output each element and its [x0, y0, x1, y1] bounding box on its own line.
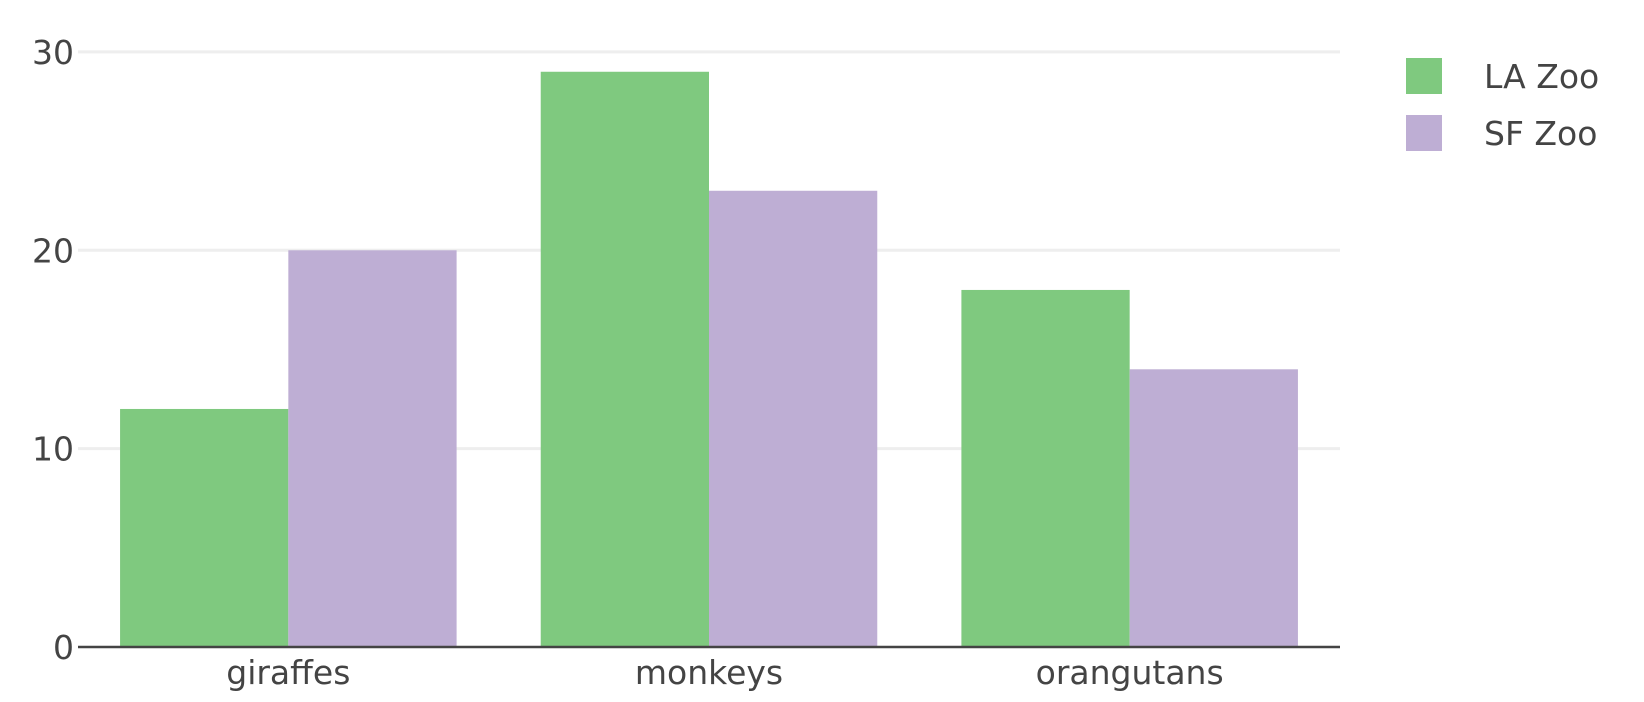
legend-swatch [1406, 58, 1442, 94]
legend: LA Zoo SF Zoo [1406, 57, 1599, 153]
bar-la-zoo-monkeys [540, 71, 709, 648]
bar-sf-zoo-giraffes [288, 250, 457, 647]
y-tick-label: 30 [32, 33, 74, 72]
legend-label: LA Zoo [1484, 57, 1599, 96]
x-tick-label: monkeys [635, 653, 783, 692]
y-tick-label: 0 [53, 628, 74, 667]
y-tick-label: 10 [32, 430, 74, 469]
bar-sf-zoo-monkeys [709, 190, 878, 647]
bar-la-zoo-giraffes [120, 408, 289, 647]
y-tick-label: 20 [32, 231, 74, 270]
legend-label: SF Zoo [1484, 114, 1597, 153]
x-tick-label: giraffes [226, 653, 350, 692]
x-tick-label: orangutans [1036, 653, 1224, 692]
axes: 0 10 20 30 giraffes monkeys orangutans [32, 33, 1340, 692]
legend-swatch [1406, 115, 1442, 151]
bar-la-zoo-orangutans [961, 289, 1130, 647]
bars [120, 71, 1298, 648]
bar-sf-zoo-orangutans [1129, 369, 1298, 647]
